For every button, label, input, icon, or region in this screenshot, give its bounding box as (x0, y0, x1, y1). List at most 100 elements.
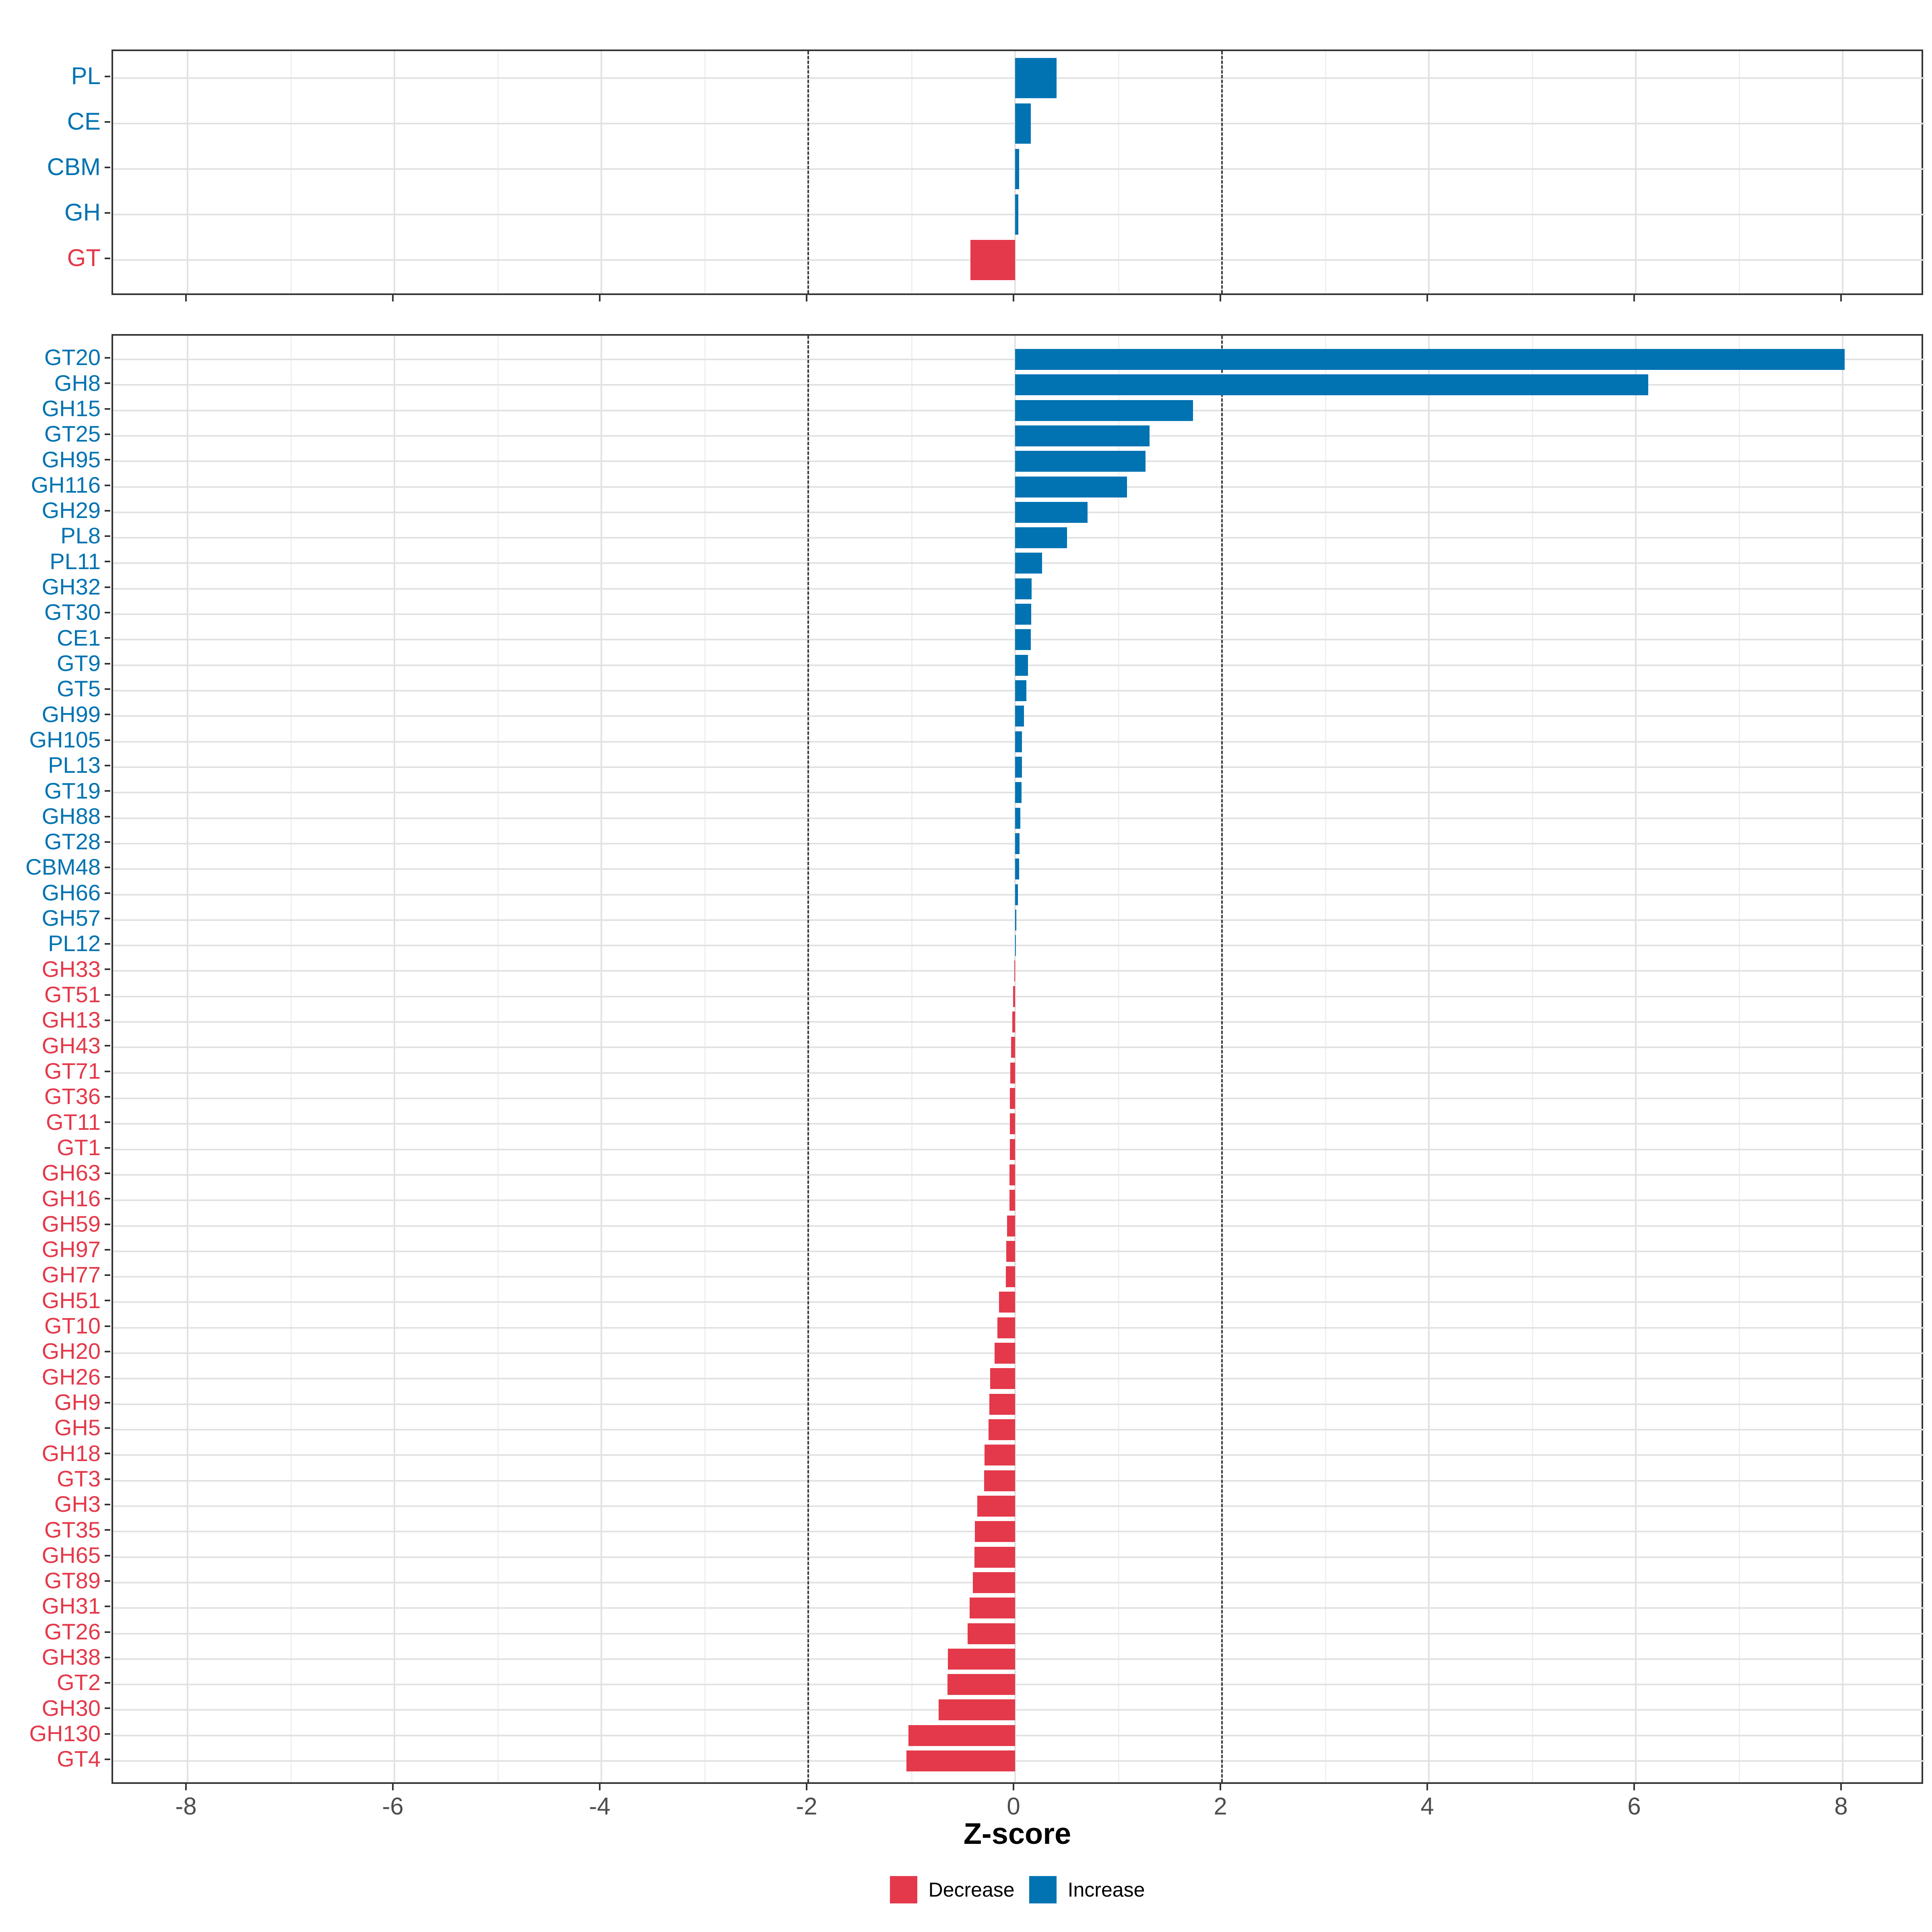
y-tick-mark (105, 586, 110, 588)
minor-gridline (1325, 51, 1326, 293)
row-gridline (113, 1021, 1925, 1023)
row-gridline (113, 1531, 1925, 1533)
bar-GT2 (947, 1674, 1015, 1695)
y-tick-mark (105, 1682, 110, 1684)
y-tick-mark (105, 1759, 110, 1761)
bar-CE (1015, 103, 1031, 144)
y-tick-label-GH88: GH88 (41, 803, 101, 829)
y-tick-label-GT20: GT20 (44, 345, 101, 370)
y-tick-label-GH26: GH26 (41, 1364, 101, 1389)
bar-GH13 (1012, 1011, 1015, 1033)
y-tick-mark (105, 167, 110, 168)
bar-GH57 (1015, 909, 1017, 931)
bar-GT30 (1015, 604, 1031, 625)
major-gridline (601, 51, 602, 293)
y-tick-label-GH15: GH15 (41, 395, 101, 421)
y-tick-mark (105, 1147, 110, 1149)
bar-GT (970, 240, 1015, 280)
y-tick-mark (105, 867, 110, 869)
y-tick-label-GT30: GT30 (44, 599, 101, 625)
y-tick-mark (105, 1249, 110, 1251)
row-gridline (113, 919, 1925, 921)
y-tick-label-PL11: PL11 (50, 548, 101, 574)
row-gridline (113, 1734, 1925, 1736)
y-tick-mark (105, 561, 110, 563)
y-tick-mark (105, 1121, 110, 1123)
bar-GH26 (990, 1368, 1015, 1389)
y-tick-mark (105, 258, 110, 259)
y-tick-label-PL12: PL12 (48, 931, 101, 956)
y-tick-label-GT: GT (67, 244, 101, 271)
dashed-threshold-line (1221, 51, 1223, 293)
y-tick-label-GT26: GT26 (44, 1618, 101, 1644)
x-tick-label-4: 4 (1420, 1793, 1434, 1820)
x-tick-mark (1426, 1784, 1428, 1790)
y-tick-label-GH16: GH16 (41, 1185, 101, 1211)
y-tick-label-GT35: GT35 (44, 1517, 101, 1542)
row-gridline (113, 970, 1925, 972)
y-tick-mark (105, 1733, 110, 1735)
y-tick-label-GT1: GT1 (57, 1134, 101, 1160)
bar-GH33 (1014, 960, 1015, 982)
bar-GH63 (1009, 1164, 1015, 1185)
row-gridline (113, 1225, 1925, 1227)
minor-gridline (291, 336, 292, 1782)
y-tick-mark (105, 433, 110, 435)
y-tick-mark (105, 535, 110, 537)
row-gridline (113, 1454, 1925, 1456)
major-gridline (187, 336, 188, 1782)
bar-PL13 (1015, 756, 1022, 778)
row-gridline (113, 1378, 1925, 1380)
y-tick-label-GH97: GH97 (41, 1236, 101, 1262)
row-gridline (113, 1709, 1925, 1711)
y-tick-mark (105, 917, 110, 919)
bar-GH9 (989, 1393, 1015, 1415)
y-tick-mark (105, 1300, 110, 1302)
major-gridline (1635, 51, 1637, 293)
row-gridline (113, 1505, 1925, 1507)
y-tick-mark (105, 510, 110, 512)
bar-GH97 (1006, 1241, 1015, 1262)
bar-CE1 (1015, 629, 1031, 650)
y-tick-label-CE: CE (67, 107, 101, 135)
bar-GH15 (1015, 400, 1193, 421)
minor-gridline (1118, 51, 1119, 293)
major-gridline (1842, 51, 1843, 293)
y-tick-mark (105, 1351, 110, 1353)
y-tick-mark (105, 212, 110, 214)
y-tick-label-GH38: GH38 (41, 1644, 101, 1670)
y-tick-mark (105, 841, 110, 843)
x-tick-mark (1633, 1784, 1635, 1790)
x-tick-mark (185, 1784, 187, 1790)
y-tick-label-GT19: GT19 (44, 778, 101, 803)
y-tick-mark (105, 1529, 110, 1531)
bar-GT4 (906, 1750, 1015, 1772)
y-tick-mark (105, 1045, 110, 1047)
minor-gridline (1739, 336, 1740, 1782)
bar-GT5 (1015, 680, 1027, 702)
x-tick-mark (1013, 295, 1014, 301)
bar-GH95 (1015, 451, 1146, 472)
bar-GT1 (1009, 1139, 1015, 1160)
bar-GH5 (989, 1419, 1015, 1441)
minor-gridline (911, 51, 912, 293)
y-tick-label-GH105: GH105 (29, 727, 101, 752)
bar-GH59 (1007, 1215, 1015, 1236)
row-gridline (113, 1097, 1925, 1099)
bar-GH43 (1011, 1037, 1015, 1058)
row-gridline (113, 1123, 1925, 1125)
y-tick-label-GH20: GH20 (41, 1338, 101, 1364)
major-gridline (1014, 51, 1016, 293)
bar-CBM (1015, 149, 1020, 189)
x-tick-label--2: -2 (796, 1793, 817, 1820)
y-tick-label-GH: GH (64, 198, 101, 226)
minor-gridline (497, 336, 499, 1782)
y-tick-label-PL: PL (71, 62, 101, 89)
row-gridline (113, 1684, 1925, 1686)
x-tick-mark (392, 1784, 394, 1790)
row-gridline (113, 1658, 1925, 1660)
y-tick-mark (105, 357, 110, 359)
bar-PL8 (1015, 527, 1067, 549)
bar-GT89 (972, 1572, 1015, 1593)
x-tick-label--6: -6 (382, 1793, 404, 1820)
